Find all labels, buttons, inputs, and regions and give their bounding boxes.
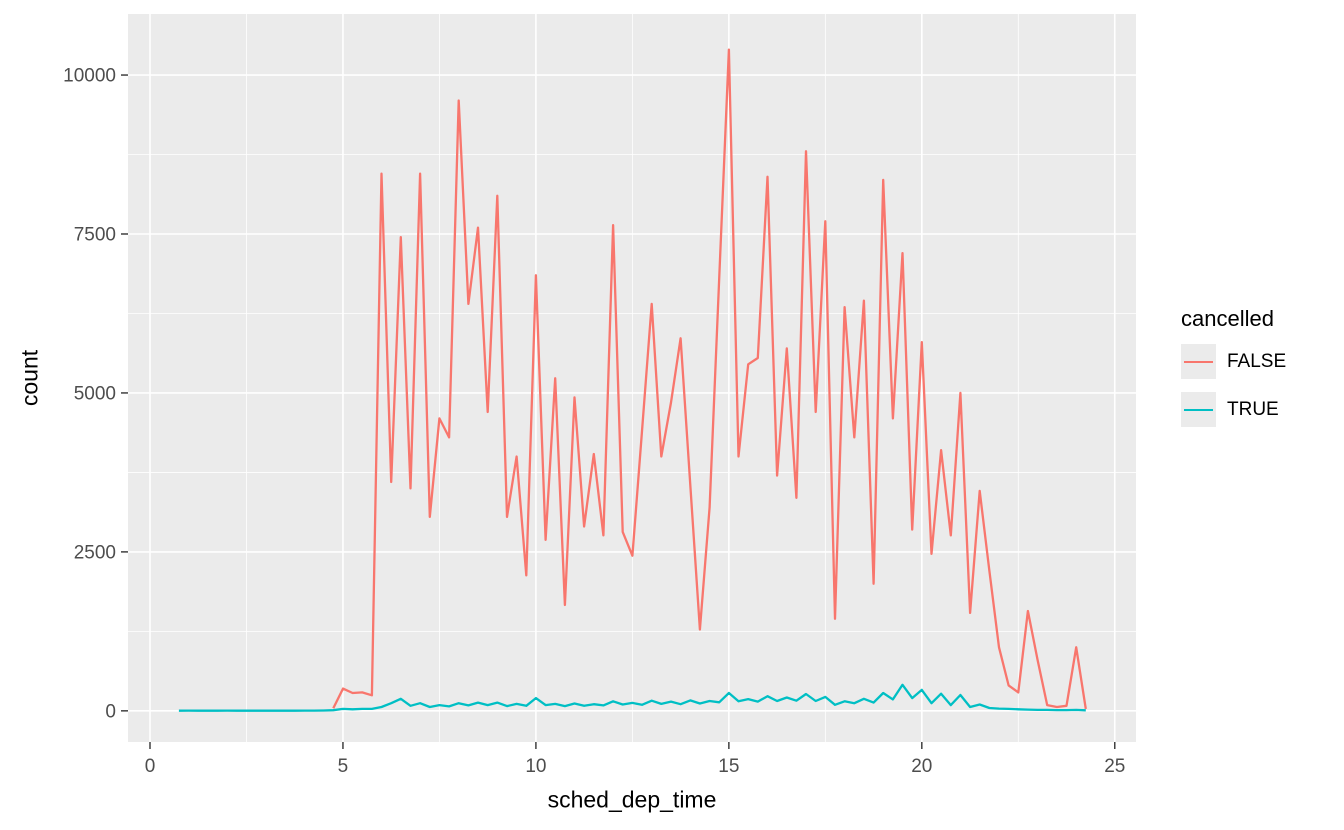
x-tick-label: 0: [145, 756, 156, 777]
legend-key-swatch: [1181, 392, 1216, 427]
legend-title: cancelled: [1181, 306, 1274, 331]
legend-item-false: FALSE: [1181, 344, 1286, 379]
series-line-true: [178, 683, 1086, 712]
legend-item-label: TRUE: [1227, 398, 1279, 420]
legend-key-line: [1184, 408, 1213, 411]
y-tick-label: 2500: [74, 542, 116, 563]
legend: cancelled FALSE TRUE: [1181, 306, 1286, 440]
series-line-false: [332, 48, 1087, 710]
legend-items: FALSE TRUE: [1181, 344, 1286, 427]
x-tick-label: 10: [525, 756, 546, 777]
x-axis-title: sched_dep_time: [547, 786, 717, 813]
x-tick-label: 5: [338, 756, 349, 777]
y-axis-title: count: [16, 349, 43, 407]
legend-key-swatch: [1181, 344, 1216, 379]
x-tick-label: 20: [911, 756, 932, 777]
y-tick-label: 10000: [63, 66, 116, 87]
y-tick-label: 0: [105, 701, 116, 722]
y-tick-label: 7500: [74, 224, 116, 245]
x-tick-label: 15: [718, 756, 739, 777]
legend-key-line: [1184, 360, 1213, 363]
x-tick-label: 25: [1104, 756, 1125, 777]
legend-item-label: FALSE: [1227, 350, 1287, 372]
legend-item-true: TRUE: [1181, 392, 1286, 427]
y-tick-label: 5000: [74, 383, 116, 404]
